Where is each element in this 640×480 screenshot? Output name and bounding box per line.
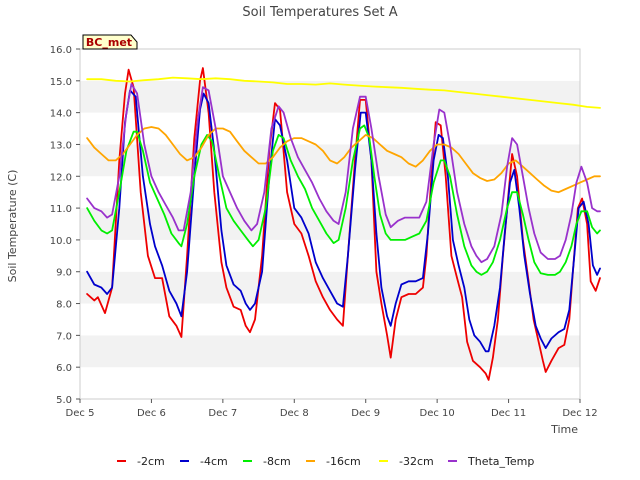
station-badge: BC_met — [82, 34, 138, 50]
x-tick-label: Dec 11 — [491, 408, 526, 419]
grid-band — [80, 49, 580, 81]
y-tick-label: 5.0 — [56, 395, 72, 406]
legend-label: Theta_Temp — [467, 455, 534, 468]
y-axis-label: Soil Temperature (C) — [6, 170, 19, 283]
x-axis-label: Time — [550, 423, 578, 436]
y-tick-label: 12.0 — [50, 172, 72, 183]
y-axis: 5.0 6.0 7.0 8.0 9.0 10.0 11.0 12.0 13.0 14.0 15.0 1… — [50, 45, 80, 406]
legend: -2cm -4cm -8cm -16cm -32cm Theta_Temp — [117, 455, 534, 468]
series-line-16cm — [86, 126, 601, 194]
y-tick-label: 15.0 — [50, 77, 72, 88]
series-line-32cm — [86, 76, 601, 109]
x-tick-label: Dec 12 — [562, 408, 597, 419]
series-line-4cm — [86, 89, 601, 353]
x-tick-label: Dec 9 — [351, 408, 380, 419]
chart-title: Soil Temperatures Set A — [242, 5, 397, 20]
y-tick-label: 8.0 — [56, 300, 72, 311]
grid-band — [80, 367, 580, 399]
x-axis: Dec 5 Dec 6 Dec 7 Dec 8 Dec 9 Dec 10 Dec 11 Dec… — [66, 399, 598, 419]
grid-band — [80, 112, 580, 145]
y-tick-label: 9.0 — [56, 268, 72, 279]
plot-background-bands — [80, 49, 580, 399]
station-badge-label: BC_met — [86, 36, 132, 49]
series-line-thetatemp — [86, 83, 601, 264]
x-tick-label: Dec 10 — [420, 408, 455, 419]
grid-band — [80, 239, 580, 272]
x-tick-label: Dec 8 — [280, 408, 309, 419]
legend-label: -2cm — [137, 455, 165, 468]
y-tick-label: 7.0 — [56, 331, 72, 342]
station-badge-box — [82, 34, 138, 50]
legend-label: -4cm — [200, 455, 228, 468]
legend-label: -8cm — [263, 455, 291, 468]
legend-label: -32cm — [399, 455, 434, 468]
y-tick-label: 13.0 — [50, 140, 72, 151]
y-tick-label: 11.0 — [50, 204, 72, 215]
grid-band — [80, 335, 580, 368]
series-lines — [86, 67, 601, 381]
x-tick-label: Dec 7 — [208, 408, 237, 419]
series-line-8cm — [86, 124, 601, 276]
x-tick-label: Dec 5 — [66, 408, 95, 419]
y-tick-label: 6.0 — [56, 363, 72, 374]
grid-band — [80, 176, 580, 209]
y-tick-label: 14.0 — [50, 109, 72, 120]
plot-frame — [79, 48, 581, 400]
x-tick-label: Dec 6 — [137, 408, 166, 419]
y-tick-label: 16.0 — [50, 45, 72, 56]
legend-label: -16cm — [326, 455, 361, 468]
y-tick-label: 10.0 — [50, 236, 72, 247]
